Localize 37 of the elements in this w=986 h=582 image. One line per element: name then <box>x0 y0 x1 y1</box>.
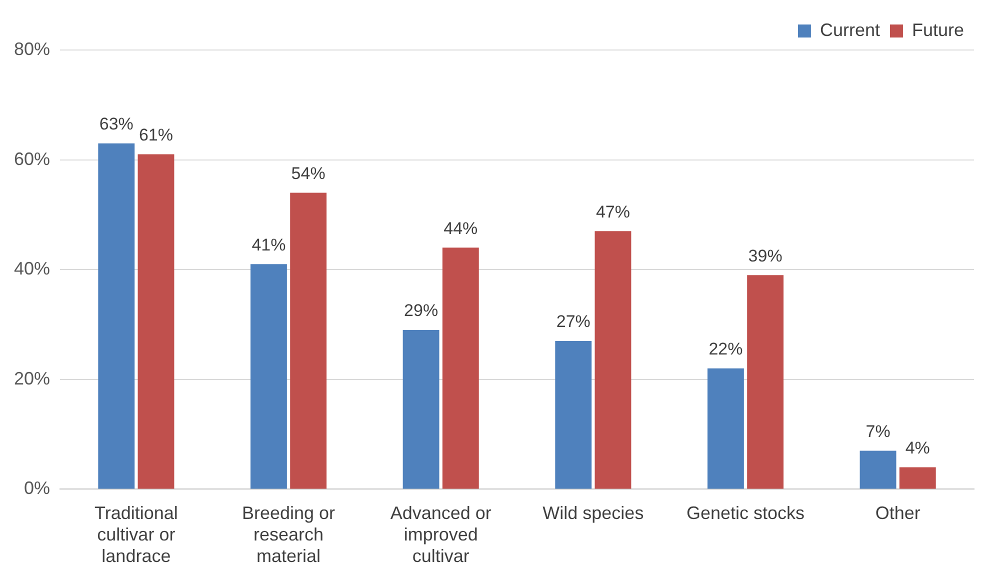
data-label: 4% <box>905 438 930 458</box>
data-label: 54% <box>291 164 326 183</box>
bar <box>138 154 174 489</box>
bar <box>747 275 784 489</box>
data-label: 44% <box>444 218 478 238</box>
data-label: 27% <box>556 312 590 332</box>
data-label: 29% <box>404 301 438 320</box>
data-label: 47% <box>596 202 630 222</box>
bar <box>442 248 479 489</box>
bar <box>555 340 592 489</box>
data-label: 41% <box>252 235 286 254</box>
bar <box>707 368 744 489</box>
x-tick-label: Traditional cultivar or landrace <box>94 502 178 566</box>
legend-label: Current <box>820 20 880 40</box>
x-tick-label: Other <box>875 502 920 523</box>
bar <box>860 450 896 489</box>
bar <box>98 143 135 489</box>
x-tick-label: Breeding or research material <box>242 502 336 566</box>
bar <box>402 330 440 489</box>
bar <box>250 264 287 489</box>
data-label: 61% <box>138 125 174 144</box>
y-tick-label: 0% <box>24 478 50 498</box>
y-tick-label: 20% <box>14 368 50 388</box>
y-tick-label: 40% <box>14 258 50 279</box>
data-label: 7% <box>866 422 890 441</box>
bar <box>594 231 632 489</box>
data-label: 39% <box>748 246 782 266</box>
y-tick-label: 80% <box>14 38 50 59</box>
data-label: 22% <box>708 340 743 359</box>
data-label: 63% <box>99 114 134 134</box>
legend-label: Future <box>912 20 964 40</box>
x-tick-label: Wild species <box>542 502 644 523</box>
bar <box>899 467 936 489</box>
bar <box>290 192 327 489</box>
x-tick-label: Advanced or improved cultivar <box>390 502 492 566</box>
x-tick-label: Genetic stocks <box>686 502 805 523</box>
y-tick-label: 60% <box>14 148 50 169</box>
